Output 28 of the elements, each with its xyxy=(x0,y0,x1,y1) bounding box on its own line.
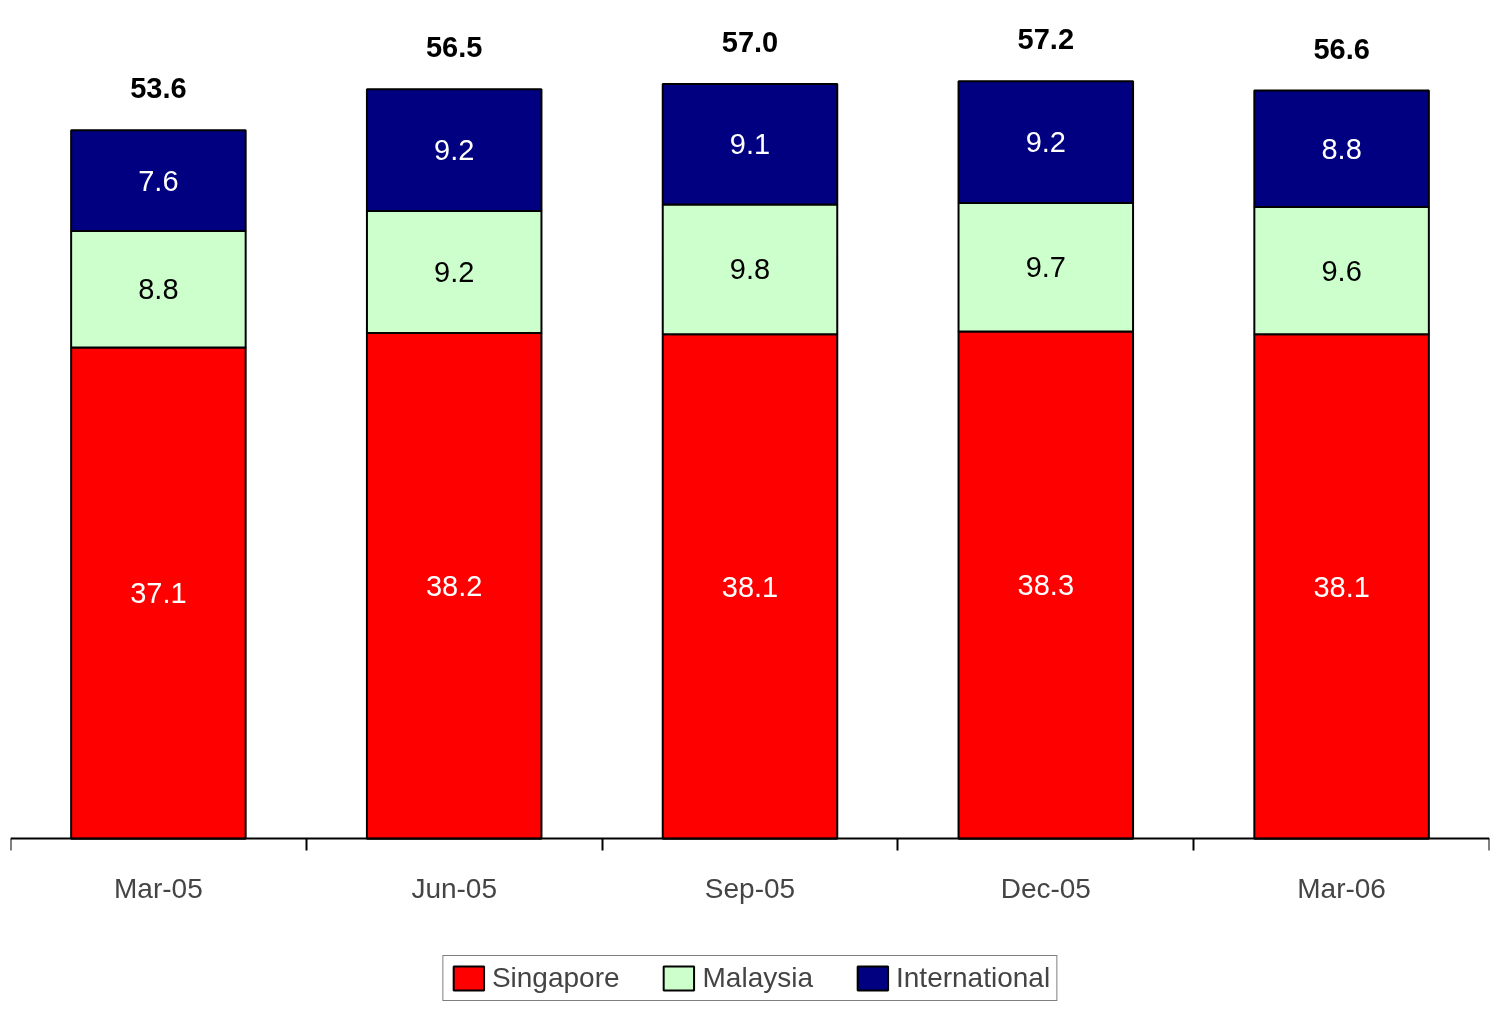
total-label: 56.6 xyxy=(1313,32,1370,65)
total-label: 57.0 xyxy=(721,25,779,58)
data-label: 9.1 xyxy=(729,128,771,161)
data-label: 38.1 xyxy=(721,570,779,603)
data-label: 9.6 xyxy=(1321,254,1362,287)
x-tick-label: Mar-05 xyxy=(114,872,203,904)
x-tick-label: Dec-05 xyxy=(1000,872,1091,904)
data-label: 8.8 xyxy=(1321,132,1362,165)
data-label: 37.1 xyxy=(130,577,187,610)
x-tick-label: Mar-06 xyxy=(1297,872,1386,904)
total-label: 56.5 xyxy=(425,31,483,64)
total-label: 57.2 xyxy=(1017,23,1075,56)
data-label: 7.6 xyxy=(138,164,179,197)
data-label: 38.2 xyxy=(425,569,483,602)
total-label: 53.6 xyxy=(130,72,187,105)
data-label: 9.2 xyxy=(1025,126,1066,159)
legend-label: International xyxy=(896,962,1051,994)
data-label: 38.1 xyxy=(1313,570,1370,603)
legend-label: Malaysia xyxy=(702,962,814,994)
data-label: 9.8 xyxy=(729,253,771,286)
x-tick-label: Sep-05 xyxy=(704,872,796,904)
data-label: 9.7 xyxy=(1025,251,1066,284)
data-label: 9.2 xyxy=(434,134,475,167)
legend-label: Singapore xyxy=(491,962,620,994)
data-label: 8.8 xyxy=(138,273,179,306)
data-label: 9.2 xyxy=(434,255,475,288)
data-label: 38.3 xyxy=(1017,569,1075,602)
x-tick-label: Jun-05 xyxy=(411,872,498,904)
